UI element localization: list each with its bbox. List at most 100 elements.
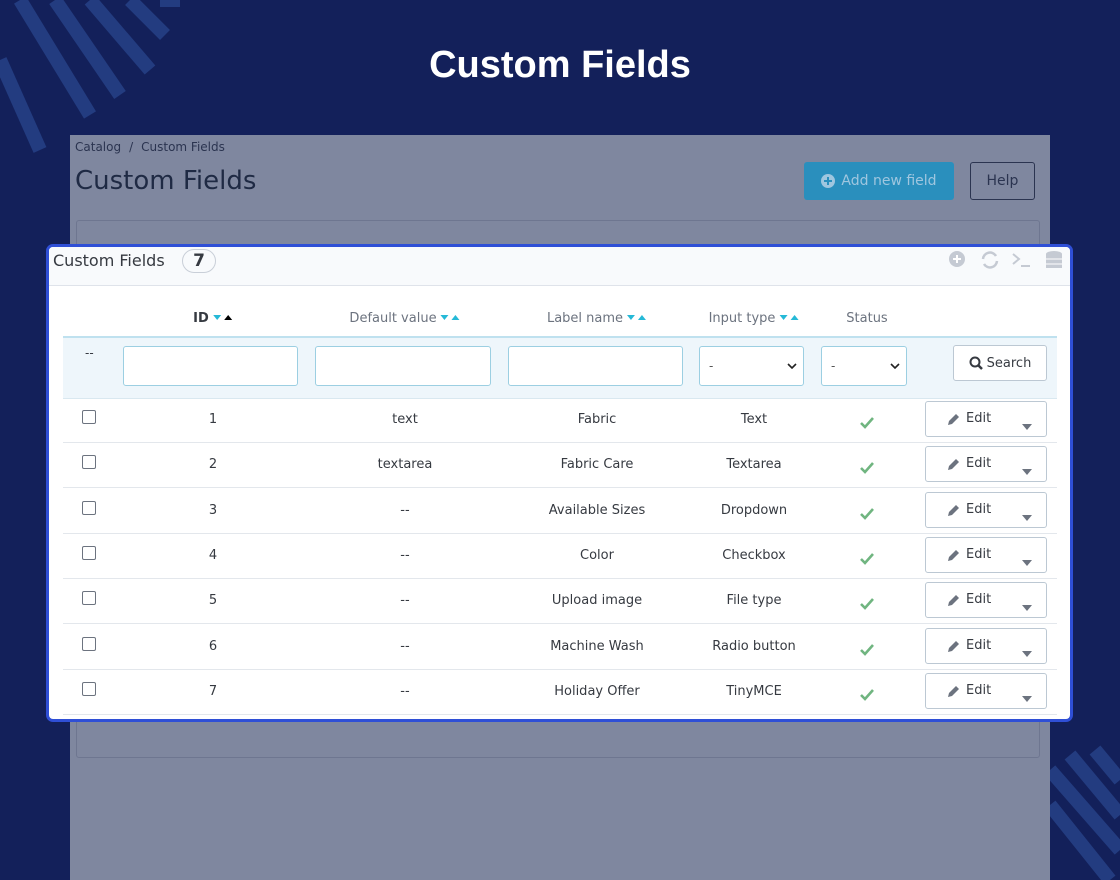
breadcrumb-separator: / bbox=[129, 140, 134, 154]
status-check-svg bbox=[860, 553, 874, 565]
edit-icon-svg bbox=[948, 549, 959, 561]
edit-icon bbox=[946, 548, 960, 567]
row-checkbox[interactable] bbox=[82, 681, 96, 696]
row-checkbox[interactable] bbox=[82, 636, 96, 651]
breadcrumb-link[interactable]: Catalog bbox=[75, 140, 122, 154]
search-button[interactable]: Search bbox=[953, 345, 1047, 381]
dropdown-caret bbox=[1021, 552, 1033, 571]
sort-arrows[interactable] bbox=[209, 311, 233, 326]
column-header[interactable]: Input type bbox=[709, 311, 800, 326]
edit-icon-svg bbox=[948, 414, 959, 425]
sort-arrows[interactable] bbox=[775, 311, 799, 326]
panel-title: Custom Fields bbox=[53, 251, 165, 270]
column-header[interactable]: ID bbox=[193, 311, 233, 326]
dropdown-caret-svg bbox=[1022, 514, 1032, 521]
select-caret bbox=[787, 363, 797, 369]
column-header[interactable]: Label name bbox=[547, 311, 647, 326]
add-button[interactable]: Add new field bbox=[804, 162, 954, 200]
table-row: 3 -- Available Sizes Dropdown Edit bbox=[63, 488, 1057, 534]
filter-label[interactable] bbox=[508, 346, 683, 386]
cell: Dropdown bbox=[720, 502, 788, 518]
dropdown-caret bbox=[1021, 643, 1033, 662]
table-row: 6 -- Machine Wash Radio button Edit bbox=[63, 624, 1057, 670]
dropdown-caret bbox=[1021, 461, 1033, 480]
edit-icon-svg bbox=[948, 504, 959, 516]
dropdown-caret bbox=[1021, 688, 1033, 707]
panel: Custom Fields 7 -- - - Search ID Default … bbox=[46, 244, 1073, 722]
cell: -- bbox=[400, 683, 410, 699]
cell: -- bbox=[400, 502, 410, 518]
filter-input-type[interactable]: - bbox=[699, 346, 804, 386]
column-header[interactable]: Default value bbox=[349, 311, 460, 326]
cell: -- bbox=[400, 593, 410, 609]
sort-icon bbox=[212, 315, 232, 320]
edit-button[interactable]: Edit bbox=[925, 446, 1047, 483]
table-row: 2 textarea Fabric Care Textarea Edit bbox=[63, 442, 1057, 489]
sort-arrows[interactable] bbox=[437, 311, 461, 326]
table-row: 7 -- Holiday Offer TinyMCE Edit bbox=[63, 669, 1057, 715]
cell: Holiday Offer bbox=[554, 683, 640, 699]
edit-button[interactable]: Edit bbox=[925, 582, 1047, 619]
filter-empty: -- bbox=[85, 346, 94, 360]
toolbar-icons bbox=[949, 251, 1062, 269]
dropdown-caret bbox=[1021, 597, 1033, 616]
status-check bbox=[860, 414, 874, 433]
status-check bbox=[860, 550, 874, 569]
cell: 7 bbox=[208, 683, 218, 699]
sort-icon bbox=[779, 315, 799, 320]
cell: Checkbox bbox=[722, 547, 786, 563]
cell: Color bbox=[580, 547, 614, 563]
row-checkbox[interactable] bbox=[82, 591, 96, 606]
status-check bbox=[860, 595, 874, 614]
row-checkbox[interactable] bbox=[82, 545, 96, 560]
count-badge: 7 bbox=[182, 249, 216, 273]
edit-button[interactable]: Edit bbox=[925, 401, 1047, 437]
cell: Machine Wash bbox=[550, 638, 644, 654]
status-check-svg bbox=[860, 417, 874, 429]
row-checkbox[interactable] bbox=[82, 455, 96, 470]
search-label: Search bbox=[986, 355, 1032, 371]
table-row: 5 -- Upload image File type Edit bbox=[63, 578, 1057, 625]
filter-id[interactable] bbox=[123, 346, 298, 386]
select-caret bbox=[890, 363, 900, 369]
dropdown-caret-svg bbox=[1022, 469, 1032, 476]
row-checkbox[interactable] bbox=[82, 410, 96, 424]
edit-button[interactable]: Edit bbox=[925, 536, 1047, 573]
cell: Available Sizes bbox=[548, 502, 646, 518]
edit-button[interactable]: Edit bbox=[925, 627, 1047, 664]
dropdown-caret-svg bbox=[1022, 424, 1032, 430]
cell: Radio button bbox=[712, 638, 796, 654]
sort-arrows[interactable] bbox=[623, 311, 647, 326]
row-checkbox[interactable] bbox=[82, 500, 96, 515]
help-button[interactable]: Help bbox=[970, 162, 1035, 200]
cell: 6 bbox=[208, 638, 218, 654]
edit-button[interactable]: Edit bbox=[925, 491, 1047, 528]
edit-icon bbox=[946, 412, 960, 431]
hero-title: Custom Fields bbox=[429, 44, 691, 86]
filter-status[interactable]: - bbox=[821, 346, 907, 386]
cell: -- bbox=[400, 638, 410, 654]
page-title: Custom Fields bbox=[75, 166, 257, 196]
dropdown-caret-svg bbox=[1022, 559, 1032, 566]
dropdown-caret-svg bbox=[1022, 695, 1032, 702]
breadcrumb: Catalog / Custom Fields bbox=[75, 140, 233, 154]
cell: 5 bbox=[208, 593, 218, 609]
status-check-svg bbox=[860, 643, 874, 656]
table-row: 1 text Fabric Text Edit bbox=[63, 397, 1057, 443]
edit-icon bbox=[946, 684, 960, 703]
cell: -- bbox=[400, 547, 410, 563]
dropdown-caret-svg bbox=[1022, 605, 1032, 612]
status-check-svg bbox=[860, 462, 874, 475]
edit-button[interactable]: Edit bbox=[925, 672, 1047, 709]
edit-label: Edit bbox=[966, 637, 992, 653]
cell: text bbox=[392, 412, 418, 427]
dropdown-caret bbox=[1021, 507, 1033, 526]
cell: Textarea bbox=[726, 457, 782, 473]
cell: textarea bbox=[377, 457, 433, 473]
filter-default[interactable] bbox=[315, 346, 491, 386]
cell: 3 bbox=[208, 502, 218, 518]
cell: TinyMCE bbox=[726, 683, 782, 699]
dropdown-caret-svg bbox=[1022, 650, 1032, 657]
